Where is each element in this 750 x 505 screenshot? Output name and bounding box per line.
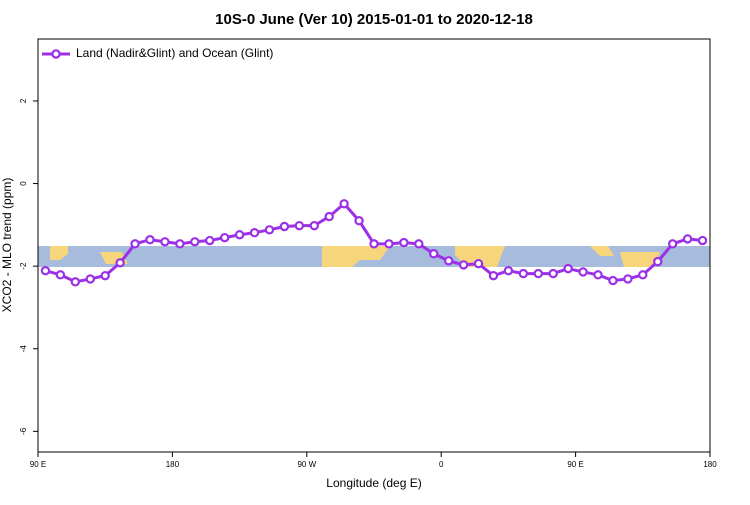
y-axis-label: XCO2 - MLO trend (ppm) bbox=[0, 178, 14, 313]
data-point bbox=[563, 263, 573, 274]
data-point bbox=[488, 270, 499, 281]
data-point bbox=[264, 225, 275, 235]
data-point bbox=[160, 237, 170, 247]
data-point bbox=[593, 270, 603, 280]
data-point bbox=[458, 260, 469, 270]
data-point bbox=[548, 268, 558, 279]
data-point bbox=[234, 230, 245, 240]
data-point bbox=[623, 274, 633, 284]
data-point bbox=[518, 268, 529, 279]
data-point bbox=[145, 235, 155, 245]
data-point bbox=[70, 277, 81, 287]
data-point bbox=[399, 237, 409, 248]
data-point bbox=[100, 270, 110, 281]
data-point bbox=[294, 220, 305, 231]
x-tick-label: 90 E bbox=[30, 460, 46, 469]
data-point bbox=[190, 237, 200, 247]
data-point bbox=[473, 258, 484, 269]
chart-title: 10S-0 June (Ver 10) 2015-01-01 to 2020-1… bbox=[215, 11, 533, 28]
x-tick-label: 90 E bbox=[567, 460, 583, 469]
data-point bbox=[638, 270, 648, 280]
legend-marker bbox=[51, 49, 61, 59]
data-point bbox=[249, 227, 260, 238]
data-point bbox=[354, 216, 364, 226]
data-point bbox=[697, 235, 708, 246]
continents bbox=[50, 246, 660, 267]
data-point bbox=[667, 239, 678, 249]
x-tick-label: 180 bbox=[703, 460, 717, 469]
data-point bbox=[339, 199, 349, 209]
x-axis-label: Longitude (deg E) bbox=[326, 476, 421, 490]
data-point bbox=[414, 239, 424, 249]
data-point bbox=[533, 268, 543, 279]
data-point bbox=[608, 275, 618, 286]
data-point bbox=[85, 274, 95, 284]
data-point bbox=[429, 249, 439, 259]
data-point bbox=[40, 265, 51, 276]
legend-label: Land (Nadir&Glint) and Ocean (Glint) bbox=[76, 46, 273, 60]
y-tick-label: -6 bbox=[19, 427, 28, 435]
data-point bbox=[309, 220, 319, 231]
y-tick-label: 0 bbox=[19, 181, 28, 186]
y-tick-label: -4 bbox=[19, 345, 28, 353]
data-point bbox=[279, 221, 290, 232]
y-tick-label: -2 bbox=[19, 262, 28, 270]
x-tick-label: 180 bbox=[166, 460, 180, 469]
data-point bbox=[384, 239, 394, 249]
data-point bbox=[115, 258, 125, 268]
data-point bbox=[205, 235, 215, 246]
data-point bbox=[369, 239, 379, 249]
x-tick-label: 0 bbox=[439, 460, 444, 469]
x-tick-label: 90 W bbox=[297, 460, 316, 469]
data-point bbox=[219, 232, 230, 243]
data-point bbox=[130, 239, 140, 249]
data-point bbox=[503, 265, 514, 276]
data-point bbox=[175, 239, 185, 249]
data-point bbox=[443, 256, 454, 266]
y-tick-label: 2 bbox=[19, 98, 28, 103]
data-point bbox=[682, 234, 693, 244]
data-point bbox=[653, 256, 663, 267]
data-point bbox=[578, 267, 588, 277]
data-point bbox=[55, 270, 66, 280]
plot-frame bbox=[37, 38, 711, 453]
data-point bbox=[324, 211, 334, 222]
